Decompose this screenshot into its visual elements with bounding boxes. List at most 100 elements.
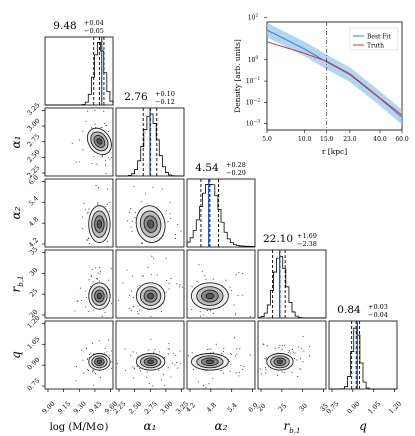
scatter-point: [107, 131, 109, 133]
x-axis-label-rb1: rb,1: [284, 419, 301, 435]
scatter-point: [265, 358, 267, 360]
scatter-point: [131, 220, 133, 222]
scatter-point: [104, 311, 106, 314]
scatter-point: [179, 350, 181, 352]
inset-y-tick-label: 102: [248, 12, 259, 21]
density-panel-alpha2-q: [186, 320, 256, 390]
scatter-point: [93, 371, 95, 373]
scatter-point: [88, 243, 90, 245]
scatter-point: [92, 369, 94, 371]
scatter-point: [210, 309, 212, 311]
scatter-point: [243, 366, 245, 368]
contour-level-3: [205, 359, 215, 365]
scatter-point: [108, 279, 110, 281]
x-tick-label-rb1: 25: [277, 402, 289, 414]
scatter-point: [105, 159, 107, 162]
scatter-point: [86, 347, 88, 349]
scatter-point: [97, 202, 99, 204]
scatter-point: [294, 358, 296, 360]
scatter-point: [167, 353, 170, 355]
scatter-point: [291, 371, 293, 373]
scatter-point: [142, 275, 144, 278]
scatter-point: [78, 161, 80, 163]
scatter-point: [163, 357, 165, 359]
scatter-point: [130, 309, 132, 311]
scatter-point: [111, 367, 113, 369]
scatter-point: [264, 367, 267, 369]
scatter-point: [134, 368, 136, 370]
inset-x-tick-label: 15.0: [320, 136, 334, 143]
scatter-point: [212, 377, 214, 379]
scatter-point: [85, 120, 87, 122]
scatter-point: [159, 351, 161, 353]
scatter-point: [167, 348, 169, 350]
scatter-point: [126, 269, 128, 271]
scatter-point: [71, 142, 73, 144]
hist-title-minus-logM: −0.05: [84, 27, 104, 35]
scatter-point: [85, 348, 87, 350]
scatter-point: [179, 284, 181, 286]
x-tick-label-logM: 9.45: [88, 400, 104, 416]
x-tick-label-logM: 9.00: [41, 400, 57, 416]
scatter-point: [142, 275, 144, 277]
scatter-point: [191, 285, 193, 287]
scatter-point: [101, 155, 103, 157]
inset-y-tick-exponent: 0: [255, 55, 258, 61]
scatter-point: [302, 361, 304, 363]
scatter-point: [168, 342, 170, 344]
scatter-point: [142, 242, 144, 244]
inset-y-tick-label: 100: [248, 55, 259, 64]
scatter-point: [122, 282, 124, 284]
density-panel-logM-rb1: [44, 249, 114, 319]
scatter-point: [165, 291, 167, 293]
x-tick-label-alpha1: 3.00: [159, 400, 175, 416]
scatter-point: [210, 348, 212, 350]
scatter-point: [222, 372, 224, 374]
scatter-point: [75, 380, 77, 382]
scatter-point: [99, 266, 101, 268]
scatter-point: [166, 279, 168, 282]
scatter-point: [88, 369, 90, 371]
scatter-point: [90, 276, 92, 278]
contour-level-3: [96, 292, 103, 300]
scatter-point: [87, 239, 89, 241]
inset-y-tick-exponent: −3: [254, 119, 261, 125]
scatter-point: [259, 368, 261, 370]
scatter-point: [302, 336, 304, 338]
inset-x-tick-label: 10.0: [298, 136, 312, 143]
inset-x-label: r [kpc]: [322, 147, 347, 156]
density-panel-logM-alpha2: [44, 178, 114, 248]
hist-title-plus-logM: +0.04: [84, 19, 104, 27]
scatter-point: [106, 124, 108, 126]
scatter-point: [93, 155, 95, 158]
y-tick-label-alpha1: 2.50: [26, 148, 42, 164]
scatter-point: [300, 368, 302, 370]
scatter-point: [170, 278, 172, 280]
x-tick-label-alpha2: 5.4: [226, 401, 239, 414]
y-tick-label-rb1: 20: [28, 308, 40, 320]
density-profile-inset: [264, 16, 403, 133]
x-tick-label-q: 1.05: [366, 400, 382, 416]
contour-level-3: [276, 359, 284, 365]
scatter-point: [238, 375, 240, 377]
scatter-point: [95, 267, 97, 269]
scatter-point: [94, 109, 96, 111]
scatter-point: [207, 310, 209, 312]
scatter-point: [284, 344, 286, 346]
scatter-point: [191, 308, 193, 311]
scatter-point: [141, 242, 143, 244]
scatter-point: [276, 374, 278, 377]
x-tick-label-rb1: 35: [318, 402, 330, 414]
scatter-point: [230, 353, 232, 355]
y-tick-label-rb1: 30: [28, 266, 40, 278]
scatter-point: [212, 351, 214, 354]
scatter-point: [281, 371, 283, 373]
scatter-point: [170, 376, 172, 378]
hist-panel-logM: [44, 36, 114, 106]
scatter-point: [84, 209, 86, 211]
scatter-point: [75, 365, 78, 368]
scatter-point: [223, 348, 225, 350]
scatter-point: [103, 122, 106, 124]
scatter-point: [97, 187, 99, 189]
scatter-point: [180, 362, 182, 364]
